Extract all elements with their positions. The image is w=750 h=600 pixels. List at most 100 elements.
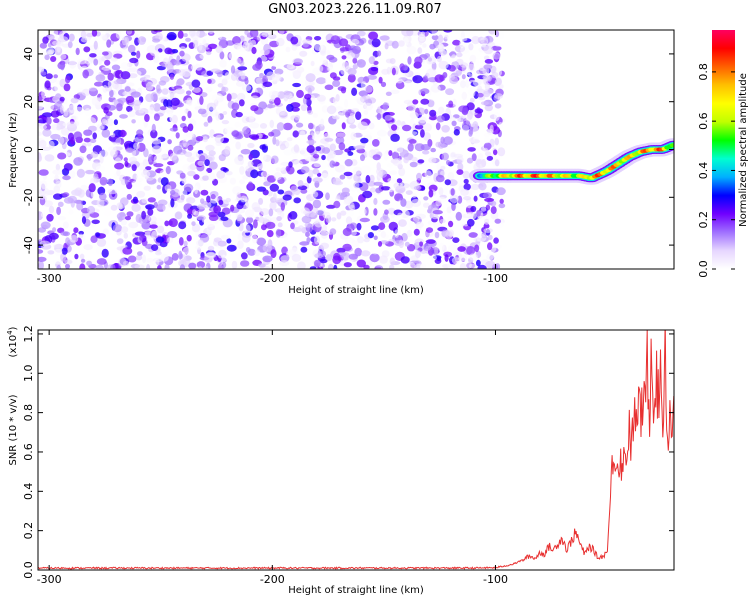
noise-cell <box>392 151 400 161</box>
noise-cell <box>283 122 293 131</box>
noise-cell <box>127 255 137 263</box>
noise-cell <box>378 76 383 84</box>
noise-cell <box>229 136 236 144</box>
noise-cell <box>284 141 293 148</box>
noise-cell <box>153 113 160 121</box>
noise-cell <box>394 229 400 238</box>
noise-cell <box>456 155 464 164</box>
noise-cell <box>460 80 466 89</box>
noise-cell <box>217 240 227 247</box>
noise-cell <box>123 232 128 239</box>
noise-cell <box>491 157 501 167</box>
noise-cell <box>260 152 267 162</box>
noise-cell <box>285 165 291 172</box>
noise-cell <box>108 146 117 152</box>
noise-cell <box>291 253 302 262</box>
noise-cell <box>65 263 70 269</box>
noise-cell <box>53 118 60 124</box>
noise-cell <box>396 195 404 201</box>
noise-cell <box>52 227 57 233</box>
noise-cell <box>137 251 143 256</box>
noise-cell <box>257 163 267 170</box>
noise-cell <box>400 198 407 207</box>
noise-cell <box>369 187 376 193</box>
noise-cell <box>468 232 478 238</box>
noise-cell <box>313 162 321 168</box>
noise-cell <box>146 257 154 263</box>
noise-cell <box>200 189 209 196</box>
noise-cell <box>278 111 289 120</box>
noise-cell <box>412 99 419 105</box>
noise-cell <box>153 163 164 168</box>
noise-cell <box>342 221 348 229</box>
noise-cell <box>220 216 229 221</box>
noise-cell <box>312 206 319 216</box>
noise-cell <box>443 136 453 145</box>
noise-cell <box>492 52 501 60</box>
spectrogram-ylabel: Frequency (Hz) <box>8 112 19 188</box>
noise-cell <box>451 120 457 127</box>
noise-cell <box>40 180 48 190</box>
noise-cell <box>183 85 188 92</box>
noise-cell <box>259 123 268 129</box>
noise-cell <box>278 30 285 35</box>
noise-cell <box>250 105 259 112</box>
noise-cell <box>349 112 355 118</box>
noise-cell <box>270 249 277 259</box>
noise-cell <box>160 106 167 111</box>
noise-cell <box>340 87 347 94</box>
noise-cell <box>334 106 344 112</box>
noise-cell <box>251 46 257 55</box>
noise-cell <box>70 97 79 104</box>
noise-cell <box>497 147 506 157</box>
noise-cell <box>138 108 145 114</box>
noise-cell <box>202 175 210 181</box>
noise-cell <box>399 63 405 71</box>
noise-cell <box>206 195 211 203</box>
noise-cell <box>389 170 398 176</box>
noise-cell <box>335 94 340 102</box>
noise-cell <box>132 196 138 204</box>
noise-cell <box>333 264 338 269</box>
noise-cell <box>86 205 96 215</box>
noise-cell <box>153 30 163 33</box>
noise-cell <box>48 140 55 149</box>
noise-cell <box>38 233 42 240</box>
noise-cell <box>126 105 133 113</box>
noise-cell <box>69 104 76 114</box>
noise-cell <box>56 264 62 269</box>
noise-cell <box>206 51 212 56</box>
noise-cell <box>208 172 216 182</box>
noise-cell <box>439 219 446 224</box>
noise-cell <box>469 97 475 103</box>
noise-cell <box>434 246 439 256</box>
noise-cell <box>67 41 73 49</box>
noise-cell <box>320 242 330 249</box>
noise-cell <box>46 163 54 171</box>
noise-cell <box>271 61 281 67</box>
noise-cell <box>306 139 317 145</box>
noise-cell <box>249 122 260 129</box>
noise-cell <box>351 38 360 45</box>
noise-cell <box>356 59 366 68</box>
noise-cell <box>459 39 465 49</box>
noise-cell <box>320 173 330 181</box>
noise-cell <box>93 58 99 66</box>
noise-cell <box>359 217 370 223</box>
noise-cell <box>146 264 151 269</box>
noise-cell <box>222 195 232 205</box>
noise-cell <box>194 64 203 71</box>
noise-cell <box>277 222 283 228</box>
noise-cell <box>175 132 180 139</box>
noise-cell <box>144 114 150 122</box>
noise-cell <box>90 151 99 158</box>
noise-cell <box>48 34 55 40</box>
noise-cell <box>462 170 470 179</box>
noise-cell <box>99 155 104 164</box>
noise-cell <box>468 253 478 261</box>
noise-cell <box>494 263 501 269</box>
noise-cell <box>63 83 71 92</box>
noise-cell <box>339 174 346 180</box>
noise-cell <box>66 121 77 128</box>
noise-cell <box>248 153 253 161</box>
